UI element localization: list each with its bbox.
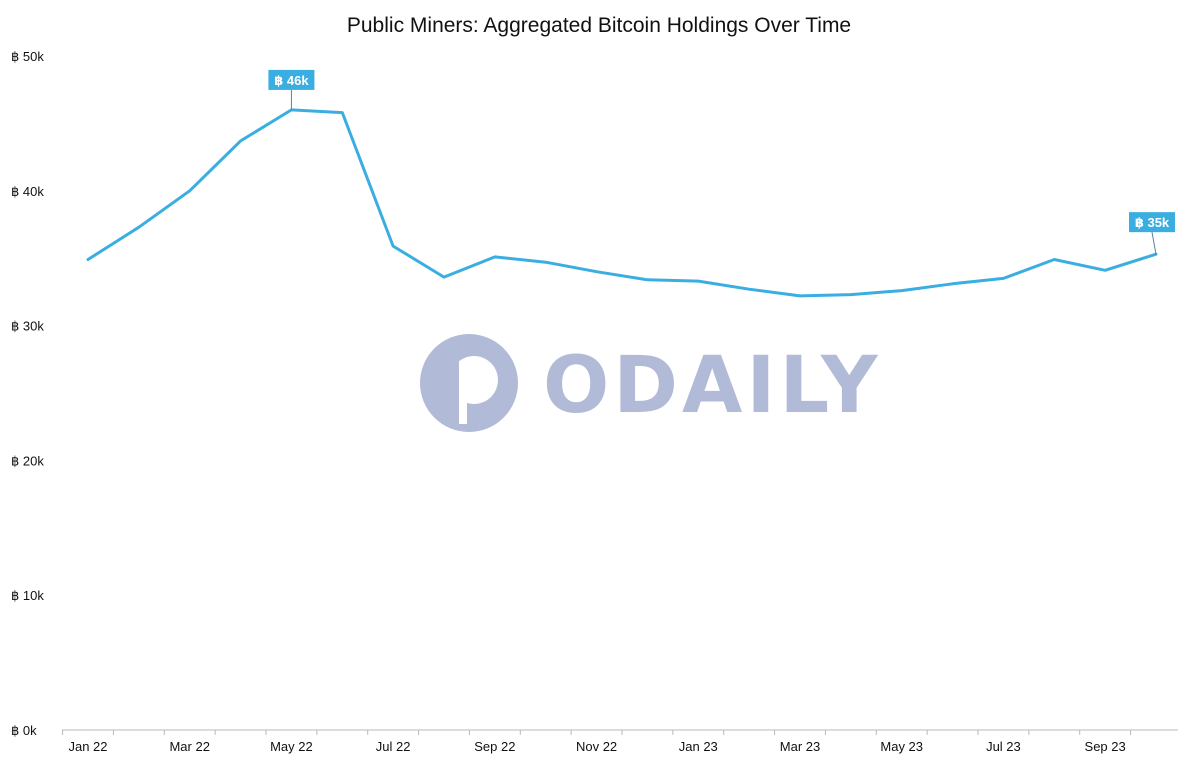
y-axis-ticks: ฿ 0k ฿ 10k ฿ 20k ฿ 30k ฿ 40k ฿ 50k <box>11 49 44 738</box>
data-callout: ฿ 35k <box>1129 212 1175 255</box>
x-tick-label: Mar 23 <box>780 739 820 754</box>
x-tick-label: Nov 22 <box>576 739 617 754</box>
annotations: ฿ 46k ฿ 35k <box>268 69 1175 255</box>
y-tick-label: ฿ 40k <box>11 184 44 199</box>
x-tick-label: Mar 22 <box>169 739 209 754</box>
callout-box <box>268 69 315 90</box>
x-tick-label: Jul 23 <box>986 739 1021 754</box>
x-tick-label: Sep 22 <box>474 739 515 754</box>
y-tick-label: ฿ 30k <box>11 319 44 334</box>
x-minor-ticks <box>62 730 1132 735</box>
x-tick-label: Sep 23 <box>1085 739 1126 754</box>
x-tick-label: Jul 22 <box>376 739 411 754</box>
odaily-logo-icon <box>420 334 518 432</box>
x-tick-label: Jan 22 <box>68 739 107 754</box>
y-tick-label: ฿ 20k <box>11 453 44 468</box>
x-axis-ticks: Jan 22 Mar 22 May 22 Jul 22 Sep 22 Nov 22 Jan … <box>68 739 1125 754</box>
chart-title: Public Miners: Aggregated Bitcoin Holdin… <box>347 14 851 37</box>
data-callout: ฿ 46k <box>268 69 315 110</box>
series-line-holdings <box>86 108 1158 298</box>
y-tick-label: ฿ 50k <box>11 49 44 64</box>
x-tick-label: May 22 <box>270 739 313 754</box>
callout-label: ฿ 35k <box>1135 215 1170 230</box>
x-tick-label: May 23 <box>880 739 923 754</box>
callout-label: ฿ 46k <box>274 73 309 88</box>
callout-box <box>1129 212 1175 233</box>
y-tick-label: ฿ 0k <box>11 723 37 738</box>
y-tick-label: ฿ 10k <box>11 588 44 603</box>
watermark: ODAILY <box>420 334 881 432</box>
callout-leader <box>1151 232 1157 255</box>
watermark-text: ODAILY <box>543 341 881 431</box>
x-tick-label: Jan 23 <box>679 739 718 754</box>
